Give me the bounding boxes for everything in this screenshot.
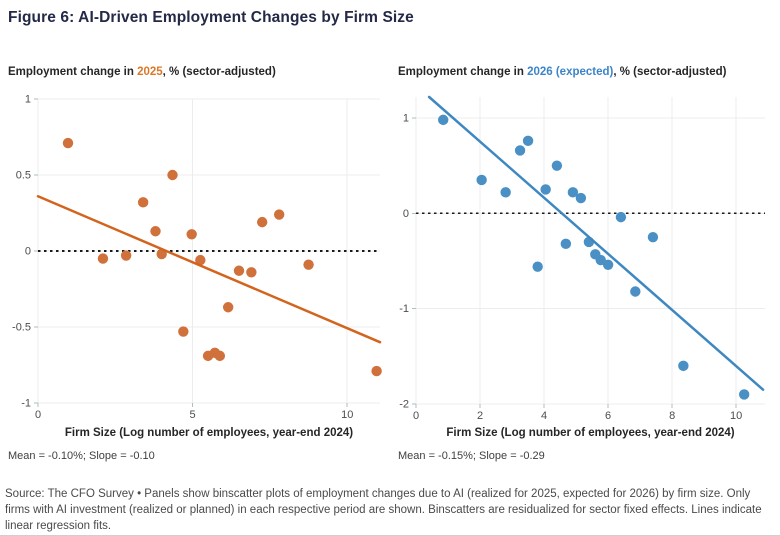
svg-text:0.5: 0.5	[16, 170, 31, 182]
svg-text:2: 2	[477, 410, 483, 422]
panel-title-2025: Employment change in 2025, % (sector-adj…	[8, 66, 276, 78]
svg-text:-1: -1	[21, 398, 31, 410]
svg-text:10: 10	[730, 410, 742, 422]
panel-title-prefix: Employment change in	[8, 66, 138, 78]
panel-title-year-highlight-2026: 2026 (expected)	[527, 66, 614, 78]
x-axis-label-2025: Firm Size (Log number of employees, year…	[64, 427, 354, 439]
svg-text:-0.5: -0.5	[12, 322, 31, 334]
source-note: Source: The CFO Survey • Panels show bin…	[5, 488, 762, 532]
panel-title-year-highlight-2025: 2025	[137, 66, 163, 78]
panel-title-prefix: Employment change in	[398, 66, 528, 78]
svg-text:0: 0	[413, 410, 419, 422]
figure-title: Figure 6: AI-Driven Employment Changes b…	[8, 9, 414, 26]
svg-text:-1: -1	[399, 303, 409, 315]
panel-title-suffix: , % (sector-adjusted)	[162, 66, 276, 78]
svg-text:0: 0	[403, 208, 409, 220]
scatter-plot-2025: 0 5 10 1 0.5 0 -0.5 -1	[12, 94, 382, 421]
x-axis-label-2026: Firm Size (Log number of employees, year…	[446, 427, 735, 439]
svg-text:1: 1	[25, 94, 31, 106]
svg-text:0: 0	[25, 246, 31, 258]
panel-title-suffix: , % (sector-adjusted)	[613, 66, 727, 78]
panel-title-2026: Employment change in 2026 (expected), % …	[398, 66, 726, 78]
stats-footnote-2025: Mean = -0.10%; Slope = -0.10	[8, 450, 155, 462]
stats-footnote-2026: Mean = -0.15%; Slope = -0.29	[398, 450, 545, 462]
svg-text:1: 1	[403, 112, 409, 124]
svg-text:8: 8	[669, 410, 675, 422]
svg-text:0: 0	[35, 409, 41, 421]
svg-text:5: 5	[190, 409, 196, 421]
svg-text:-2: -2	[399, 399, 409, 411]
svg-text:4: 4	[541, 410, 547, 422]
svg-text:6: 6	[605, 410, 611, 422]
svg-text:10: 10	[341, 409, 353, 421]
